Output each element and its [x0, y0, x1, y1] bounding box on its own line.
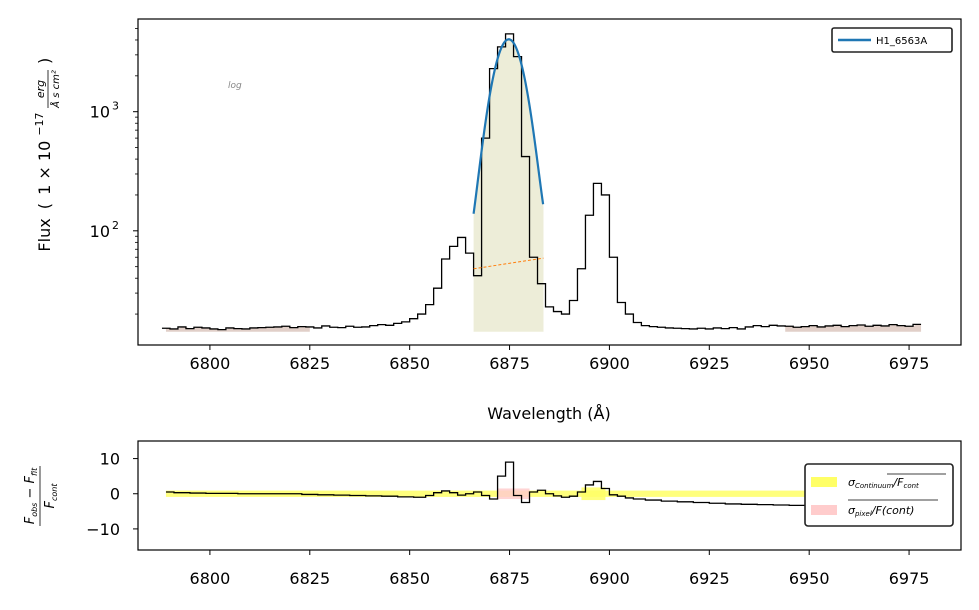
- y-tick-exp: 2: [112, 219, 119, 232]
- top-x-ticks: 6800 6825 6850 6875 6900 6925 6950 6975: [190, 345, 930, 373]
- x-tick-label: 6950: [789, 354, 830, 373]
- residual-y-label: Fobs − Ffit Fcont: [23, 466, 59, 526]
- continuum-band: [165, 490, 922, 497]
- shaded-regions: [165, 39, 922, 332]
- x-axis-label: Wavelength (Å): [487, 404, 610, 423]
- top-legend: H1_6563A: [831, 27, 953, 53]
- x-tick-label: 6900: [589, 354, 630, 373]
- svg-text:Fobs − Ffit: Fobs − Ffit: [23, 467, 39, 524]
- x-tick-label: 6900: [589, 569, 630, 588]
- log-annotation: log: [228, 81, 242, 91]
- residual-panel: 6800 6825 6850 6875 6900 6925 6950 6975 100−10 …: [23, 440, 962, 588]
- continuum_bump-band: [581, 487, 606, 501]
- legend-swatch-pixel: [811, 505, 837, 515]
- y-tick-label: 10: [100, 450, 120, 469]
- y-tick-label: 0: [110, 485, 120, 504]
- y-label-exp: −17: [33, 112, 46, 135]
- x-tick-label: 6800: [190, 354, 231, 373]
- bottom-axes-frame: [137, 440, 962, 551]
- y-label-unit-den: Å s cm²: [49, 70, 62, 109]
- y-label-scale: 1 × 10: [35, 141, 54, 195]
- y-tick-label: 10: [90, 222, 110, 241]
- y-tick-label: −10: [86, 520, 120, 539]
- x-tick-label: 6875: [489, 569, 530, 588]
- residual-series: [165, 461, 918, 506]
- svg-text:Flux ( 1 × 10: Flux ( 1 × 10 −17: [33, 112, 54, 251]
- legend-swatch-continuum: [811, 477, 837, 487]
- svg-text:): ): [35, 58, 54, 64]
- svg-text:Fcont: Fcont: [43, 483, 59, 509]
- spectrum-series: [161, 33, 922, 331]
- gaussian-fit-line: [472, 38, 545, 214]
- legend-entry-fit: H1_6563A: [876, 36, 927, 47]
- x-tick-label: 6975: [889, 569, 930, 588]
- x-tick-label: 6850: [389, 569, 430, 588]
- y-label-unit-num: erg: [34, 80, 47, 98]
- x-tick-label: 6925: [689, 569, 730, 588]
- x-tick-label: 6825: [289, 569, 330, 588]
- bottom-y-ticks: 10 0 −10: [86, 450, 138, 539]
- x-tick-label: 6975: [889, 354, 930, 373]
- y-tick-exp: 3: [112, 100, 119, 113]
- legend-entry-pixel: σpixel/F(cont): [848, 504, 914, 518]
- x-tick-label: 6825: [289, 354, 330, 373]
- continuum-fit-line: [473, 257, 544, 270]
- x-tick-label: 6925: [689, 354, 730, 373]
- legend-entry-continuum: σContinuum/Fcont: [848, 476, 919, 490]
- x-tick-label: 6850: [389, 354, 430, 373]
- residual-step-line: [165, 461, 918, 506]
- x-tick-label: 6800: [190, 569, 231, 588]
- line-region-shade: [473, 39, 544, 332]
- spectrum-step-line: [161, 33, 922, 331]
- residual-legend: σContinuum/Fcont σpixel/F(cont): [804, 463, 954, 527]
- x-tick-label: 6950: [789, 569, 830, 588]
- y-label-prefix: Flux: [35, 218, 54, 251]
- top-axes-frame: [137, 18, 962, 346]
- y-tick-label: 10: [90, 103, 110, 122]
- x-tick-label: 6875: [489, 354, 530, 373]
- bottom-x-ticks: 6800 6825 6850 6875 6900 6925 6950 6975: [190, 550, 930, 588]
- y-axis-label: Flux ( 1 × 10 −17 erg Å s cm² ): [33, 58, 62, 252]
